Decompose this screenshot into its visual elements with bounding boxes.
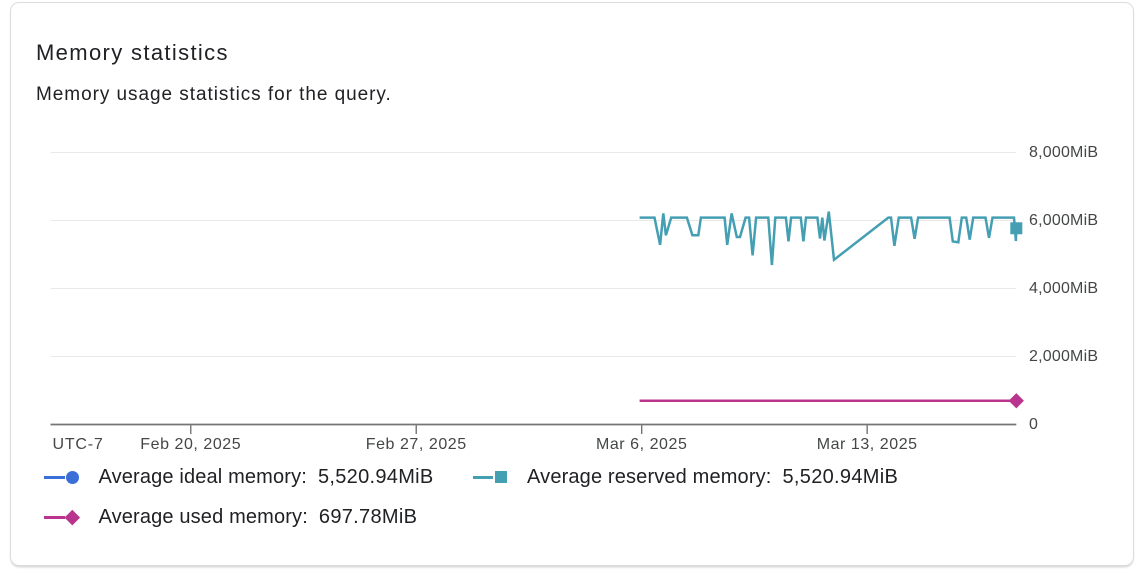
legend-value: 5,520.94MiB — [317, 466, 434, 488]
legend-square-icon — [495, 471, 508, 483]
reserved-memory-line[interactable] — [639, 211, 1018, 266]
reserved-end-marker — [1010, 222, 1023, 235]
y-axis-label-2000: 2,000MiB — [1029, 347, 1099, 365]
legend-dash-icon — [44, 515, 65, 519]
y-axis-label-0: 0 — [1029, 415, 1039, 433]
x-axis-label-Mar-13-2025: Mar 13, 2025 — [816, 436, 918, 453]
chart-legend: Average ideal memory: 5,520.94MiB Average … — [44, 463, 1104, 531]
card-subtitle: Memory usage statistics for the query. — [36, 84, 392, 105]
diamond-series-marker-icon — [44, 509, 81, 525]
timezone-label: UTC-7 — [52, 436, 104, 453]
legend-dash-icon — [44, 475, 65, 479]
square-series-marker-icon — [472, 469, 510, 485]
memory-statistics-card — [10, 2, 1134, 566]
x-axis-label-Mar-6-2025: Mar 6, 2025 — [595, 436, 688, 453]
legend-entry-circle[interactable]: Average ideal memory: 5,520.94MiB — [44, 463, 434, 491]
y-axis-label-6000: 6,000MiB — [1029, 211, 1099, 229]
y-axis-label-4000: 4,000MiB — [1029, 279, 1099, 297]
y-axis-label-8000: 8,000MiB — [1029, 143, 1099, 161]
legend-label: Average used memory: — [98, 506, 308, 528]
x-axis-label-Feb-20-2025: Feb 20, 2025 — [140, 436, 242, 453]
legend-label: Average ideal memory: — [98, 466, 307, 488]
legend-diamond-icon — [64, 509, 80, 525]
legend-entry-square[interactable]: Average reserved memory: 5,520.94MiB — [472, 463, 899, 491]
legend-entry-diamond[interactable]: Average used memory: 697.78MiB — [44, 503, 417, 531]
legend-circle-icon — [66, 470, 79, 484]
legend-label: Average reserved memory: — [527, 466, 772, 488]
legend-dash-icon — [472, 475, 494, 479]
legend-value: 697.78MiB — [318, 506, 418, 528]
card-title: Memory statistics — [36, 40, 229, 65]
used-end-marker — [1008, 393, 1024, 409]
x-axis-label-Feb-27-2025: Feb 27, 2025 — [365, 436, 467, 453]
circle-series-marker-icon — [44, 469, 81, 485]
legend-value: 5,520.94MiB — [782, 466, 899, 488]
